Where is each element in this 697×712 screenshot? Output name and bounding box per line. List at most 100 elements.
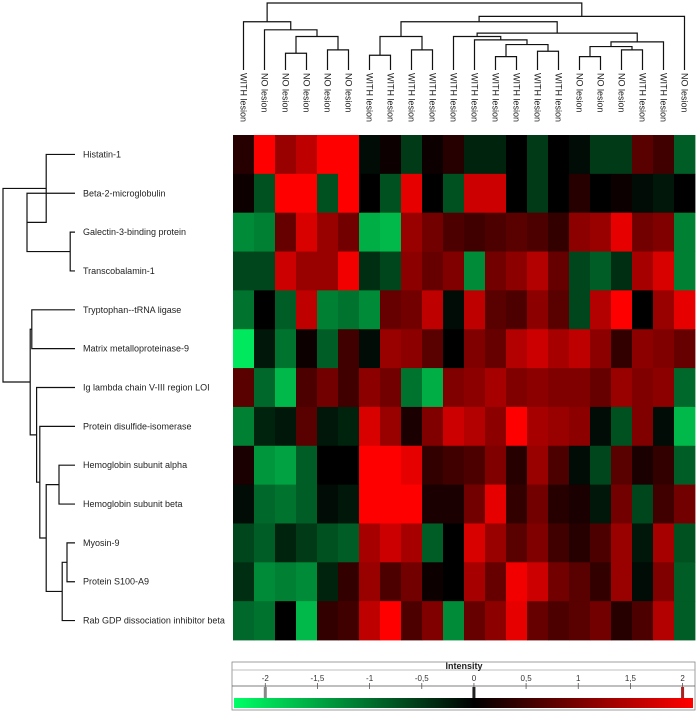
heatmap-cell [464, 212, 486, 252]
row-label: Protein disulfide-isomerase [83, 421, 192, 431]
heatmap-cell [506, 135, 528, 175]
legend-tick-label: -1,5 [311, 674, 325, 683]
heatmap-cell [485, 368, 507, 408]
heatmap-cell [275, 135, 297, 175]
heatmap-cell [674, 484, 696, 524]
heatmap-cell [296, 251, 318, 291]
heatmap-cell [464, 562, 486, 602]
legend-title: Intensity [445, 661, 482, 671]
column-dendrogram-branch [578, 56, 602, 70]
heatmap-cell [233, 562, 255, 602]
heatmap-cell [275, 601, 297, 641]
heatmap-cell [254, 523, 276, 563]
heatmap-cell [674, 368, 696, 408]
heatmap-cell [401, 562, 423, 602]
legend-marker [681, 687, 685, 698]
heatmap-cell [506, 484, 528, 524]
heatmap-cell [653, 135, 675, 175]
heatmap-cell [506, 445, 528, 486]
heatmap-cell [527, 445, 549, 486]
heatmap-cell [632, 445, 654, 486]
heatmap-cell [632, 484, 654, 524]
heatmap-cell [338, 445, 360, 486]
heatmap-cell [275, 562, 297, 602]
row-dendrogram-branch [61, 561, 75, 622]
heatmap-cell [632, 173, 654, 214]
legend-color-bar [234, 698, 693, 708]
row-dendrogram-branch [45, 484, 63, 593]
column-dendrogram [242, 2, 686, 70]
heatmap-cell [317, 562, 339, 602]
heatmap-cell [674, 562, 696, 602]
heatmap-cell [611, 523, 633, 563]
heatmap-cell [506, 601, 528, 641]
heatmap-cell [527, 290, 549, 330]
heatmap-cell [422, 212, 444, 252]
legend-marker [263, 687, 267, 698]
heatmap-cell [611, 173, 633, 214]
row-label: Ig lambda chain V-III region LOI [83, 383, 210, 393]
heatmap-cell [569, 523, 591, 563]
heatmap-cell [590, 601, 612, 641]
column-label: WITH lesion [533, 73, 543, 122]
heatmap-cell [275, 368, 297, 408]
column-dendrogram-branch [452, 35, 502, 70]
heatmap-cell [611, 601, 633, 641]
heatmap-cell [338, 562, 360, 602]
heatmap-cell [275, 290, 297, 330]
heatmap-cell [422, 601, 444, 641]
heatmap-cell [527, 523, 549, 563]
heatmap-cell [569, 368, 591, 408]
row-dendrogram [2, 153, 75, 622]
heatmap-cell [464, 601, 486, 641]
heatmap-cell [380, 445, 402, 486]
column-dendrogram-branch [478, 15, 686, 70]
column-dendrogram-branch [242, 21, 292, 70]
heatmap-cell [674, 290, 696, 330]
heatmap-cell [296, 173, 318, 214]
row-label: Matrix metalloproteinase-9 [83, 344, 189, 354]
heatmap-cell [590, 212, 612, 252]
heatmap-cell [632, 562, 654, 602]
heatmap-cell [296, 445, 318, 486]
column-label: WITH lesion [659, 73, 669, 122]
column-dendrogram-branch [589, 45, 633, 57]
heatmap-cell [443, 523, 465, 563]
heatmap-cell [548, 445, 570, 486]
heatmap-cell [233, 484, 255, 524]
heatmap-cell [674, 445, 696, 486]
heatmap-cell [653, 212, 675, 252]
heatmap-cell [401, 173, 423, 214]
heatmap-cell [548, 562, 570, 602]
heatmap-cell [380, 290, 402, 330]
heatmap-cell [632, 290, 654, 330]
heatmap-cell [380, 484, 402, 524]
row-dendrogram-branch [31, 309, 75, 350]
heatmap-cell [338, 523, 360, 563]
heatmap-cell [548, 601, 570, 641]
column-dendrogram-branch [295, 35, 339, 54]
legend-marker [472, 687, 476, 698]
heatmap-cell [233, 251, 255, 291]
heatmap-cell [422, 135, 444, 175]
heatmap-cell [443, 368, 465, 408]
column-dendrogram-branch [536, 50, 560, 70]
heatmap-cell [527, 135, 549, 175]
heatmap-cell [296, 523, 318, 563]
heatmap-cell [359, 135, 381, 175]
heatmap-cell [317, 523, 339, 563]
row-dendrogram-branch [39, 425, 75, 539]
heatmap-cell [653, 445, 675, 486]
heatmap-cell [338, 212, 360, 252]
heatmap-cell [317, 445, 339, 486]
heatmap-cell [401, 484, 423, 524]
column-label: WITH lesion [239, 73, 249, 122]
heatmap-cell [443, 601, 465, 641]
heatmap-cell [590, 173, 612, 214]
heatmap-cell [275, 329, 297, 369]
heatmap-cell [674, 406, 696, 447]
column-dendrogram-branch [326, 49, 350, 70]
row-dendrogram-branch [66, 542, 75, 583]
heatmap-cell [548, 329, 570, 369]
column-label: WITH lesion [428, 73, 438, 122]
